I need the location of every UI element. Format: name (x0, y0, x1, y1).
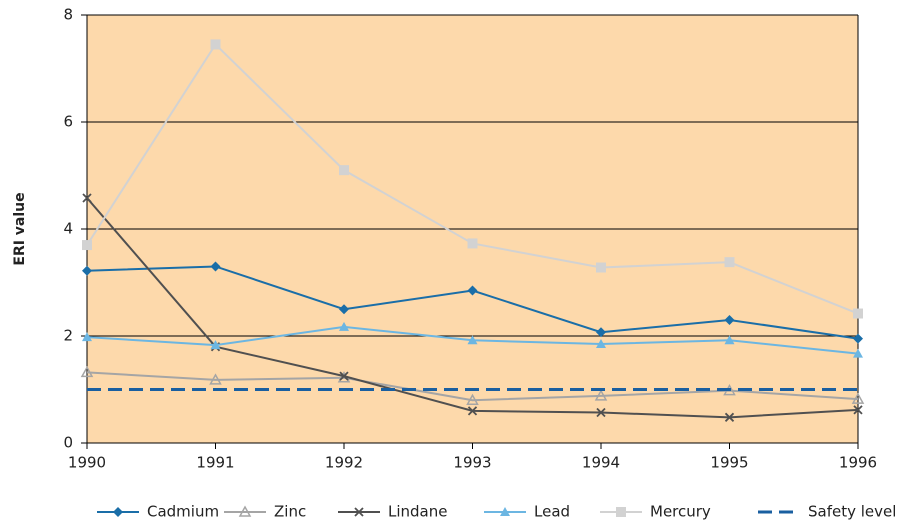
marker (210, 39, 221, 50)
x-tick-label: 1995 (710, 454, 748, 472)
marker (339, 371, 349, 381)
marker (80, 365, 94, 378)
marker (596, 407, 606, 418)
x-tick-label: 1991 (196, 454, 234, 472)
legend-label: Safety level (808, 503, 896, 521)
y-tick-label: 8 (63, 6, 73, 24)
marker (82, 240, 92, 251)
marker (210, 261, 221, 272)
x-tick-label: 1993 (453, 454, 491, 472)
x-tick-label: 1990 (68, 454, 106, 472)
marker (466, 393, 479, 405)
y-axis-label: ERI value (12, 192, 28, 265)
marker (594, 389, 608, 401)
y-tick-label: 0 (63, 434, 73, 452)
marker (467, 335, 478, 345)
marker (339, 304, 349, 315)
marker (724, 314, 735, 325)
marker (467, 238, 478, 249)
marker (853, 308, 863, 319)
legend-label: Zinc (274, 503, 306, 521)
marker (82, 332, 92, 342)
marker (467, 406, 478, 416)
marker (82, 193, 92, 203)
marker (467, 285, 478, 296)
y-tick-label: 4 (63, 220, 73, 238)
marker (596, 262, 606, 273)
legend-label: Mercury (650, 503, 711, 521)
x-tick-label: 1992 (325, 454, 363, 472)
marker (724, 335, 735, 345)
marker (238, 505, 252, 517)
marker (339, 321, 349, 331)
marker (851, 392, 865, 404)
marker (724, 257, 735, 268)
marker (500, 507, 510, 516)
marker (853, 348, 863, 358)
marker (596, 339, 606, 349)
marker (113, 507, 123, 517)
marker (210, 340, 221, 350)
marker (354, 507, 364, 517)
marker (724, 412, 735, 422)
legend-label: Cadmium (147, 503, 219, 521)
marker (82, 265, 92, 276)
x-tick-label: 1996 (839, 454, 877, 472)
marker (339, 165, 349, 176)
marker (616, 507, 626, 517)
marker (853, 405, 863, 415)
marker (596, 327, 606, 338)
legend-label: Lindane (388, 503, 447, 521)
legend-label: Lead (534, 503, 570, 521)
y-tick-label: 2 (63, 327, 73, 345)
marker (853, 333, 863, 344)
x-tick-label: 1994 (582, 454, 620, 472)
y-tick-label: 6 (63, 113, 73, 131)
marker (209, 373, 222, 385)
